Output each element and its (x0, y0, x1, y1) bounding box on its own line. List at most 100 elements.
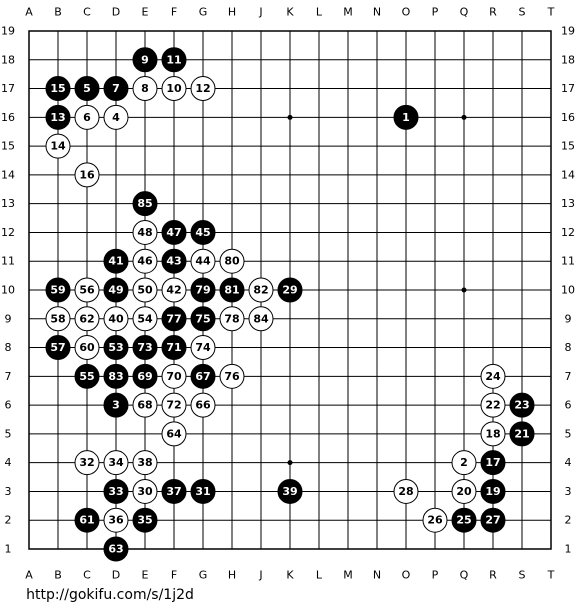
stone (74, 76, 100, 102)
stone (132, 363, 158, 389)
stone (132, 219, 158, 245)
row-label: 13 (561, 197, 575, 210)
stone (132, 478, 158, 504)
column-label: F (171, 6, 177, 19)
stone (190, 277, 216, 303)
black-stone: 45 (190, 219, 216, 245)
stone (103, 306, 129, 332)
row-label: 11 (1, 255, 15, 268)
stone (132, 335, 158, 361)
stone (103, 277, 129, 303)
move-number: 17 (485, 456, 500, 469)
move-number: 29 (282, 284, 297, 297)
move-number: 49 (108, 284, 123, 297)
row-label: 16 (561, 111, 575, 124)
black-stone: 75 (190, 306, 216, 332)
row-label: 6 (5, 399, 12, 412)
black-stone: 71 (161, 335, 187, 361)
move-number: 21 (514, 427, 529, 440)
stone (74, 335, 100, 361)
white-stone: 84 (248, 306, 274, 332)
row-label: 15 (1, 140, 15, 153)
move-number: 18 (485, 427, 500, 440)
black-stone: 9 (132, 47, 158, 73)
black-stone: 53 (103, 335, 129, 361)
column-label: Q (460, 6, 469, 19)
black-stone: 39 (277, 478, 303, 504)
black-stone: 31 (190, 478, 216, 504)
move-number: 44 (195, 255, 211, 268)
star-point (287, 460, 293, 466)
stone (161, 47, 187, 73)
white-stone: 44 (190, 248, 216, 274)
row-label: 18 (561, 53, 575, 66)
column-label: M (343, 6, 353, 19)
row-label: 19 (561, 25, 575, 38)
white-stone: 42 (161, 277, 187, 303)
stone (45, 335, 71, 361)
row-label: 5 (5, 427, 12, 440)
stone (161, 219, 187, 245)
stone (103, 76, 129, 102)
move-number: 7 (112, 82, 120, 95)
column-label: R (489, 6, 497, 19)
stone (190, 363, 216, 389)
column-label: O (402, 6, 411, 19)
black-stone: 21 (509, 421, 535, 447)
move-number: 77 (166, 312, 181, 325)
move-number: 81 (224, 284, 239, 297)
stone (45, 277, 71, 303)
black-stone: 15 (45, 76, 71, 102)
move-number: 66 (195, 399, 211, 412)
stone (277, 277, 303, 303)
column-label: G (199, 569, 208, 582)
move-number: 10 (166, 82, 182, 95)
row-label: 2 (5, 514, 12, 527)
move-number: 37 (166, 485, 181, 498)
move-number: 36 (108, 514, 124, 527)
column-label: O (402, 569, 411, 582)
column-label: L (316, 569, 323, 582)
stone (190, 335, 216, 361)
move-number: 79 (195, 284, 210, 297)
board-border (28, 30, 552, 550)
stone (161, 478, 187, 504)
black-stone: 7 (103, 76, 129, 102)
move-number: 74 (195, 341, 211, 354)
move-number: 16 (79, 168, 95, 181)
white-stone: 22 (480, 392, 506, 418)
stone (480, 392, 506, 418)
stone (74, 162, 100, 188)
black-stone: 19 (480, 478, 506, 504)
stone (480, 421, 506, 447)
white-stone: 46 (132, 248, 158, 274)
move-number: 31 (195, 485, 210, 498)
white-stone: 40 (103, 306, 129, 332)
stone (451, 478, 477, 504)
row-label: 16 (1, 111, 15, 124)
move-number: 55 (79, 370, 94, 383)
move-number: 12 (195, 82, 210, 95)
stone (132, 248, 158, 274)
move-number: 45 (195, 226, 210, 239)
row-label: 10 (1, 284, 15, 297)
move-number: 84 (253, 312, 269, 325)
row-label: 5 (565, 427, 572, 440)
move-number: 70 (166, 370, 182, 383)
stone (219, 363, 245, 389)
white-stone: 8 (132, 76, 158, 102)
stone (103, 104, 129, 130)
move-number: 35 (137, 514, 152, 527)
stone (190, 306, 216, 332)
white-stone: 34 (103, 450, 129, 476)
row-label: 7 (565, 370, 572, 383)
column-label: K (286, 569, 294, 582)
row-label: 7 (5, 370, 12, 383)
stone (161, 363, 187, 389)
move-number: 73 (137, 341, 152, 354)
stone (219, 277, 245, 303)
move-number: 56 (79, 284, 95, 297)
white-stone: 10 (161, 76, 187, 102)
column-label: H (228, 6, 236, 19)
row-label: 11 (561, 255, 575, 268)
